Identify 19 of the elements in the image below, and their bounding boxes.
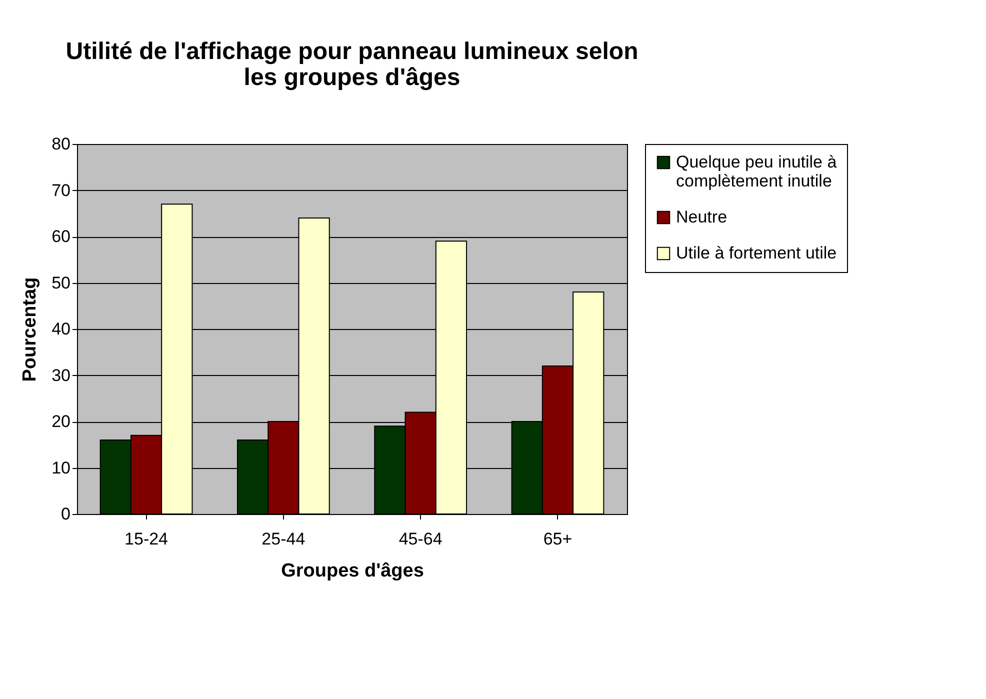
legend-label: Neutre: [676, 208, 728, 226]
legend-label: Utile à fortement utile: [676, 244, 837, 262]
x-tick-label: 25-44: [262, 530, 306, 548]
x-tick-label: 45-64: [398, 530, 442, 548]
y-tick-label: 0: [61, 504, 70, 524]
y-tick-label: 70: [52, 180, 70, 200]
y-tick-label: 60: [52, 227, 70, 246]
x-tick-label: 15-24: [124, 530, 168, 548]
x-tick-label: 65+: [543, 530, 572, 548]
x-axis-title: Groupes d'âges: [281, 560, 424, 582]
y-tick-label: 30: [52, 366, 70, 385]
y-tick-label: 40: [52, 320, 70, 338]
legend-label: Quelque peu inutile à complètement inutile: [676, 152, 838, 190]
y-axis-title: Pourcentag: [20, 277, 41, 382]
y-tick-label: 20: [52, 412, 70, 431]
y-tick-label: 80: [52, 134, 70, 154]
y-tick-label: 10: [52, 458, 70, 478]
y-tick-label: 50: [52, 273, 70, 292]
chart-title: Utilité de l'affichage pour panneau lumineux selon les groupes d'âges: [66, 38, 638, 91]
